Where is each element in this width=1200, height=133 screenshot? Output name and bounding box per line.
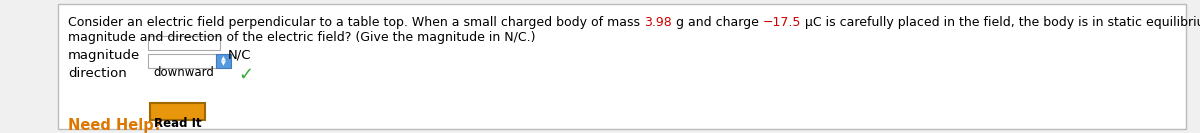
Text: Read It: Read It [154,117,202,130]
Bar [148,36,220,50]
Text: ▲: ▲ [221,56,226,61]
Text: magnitude and direction of the electric field? (Give the magnitude in N/C.): magnitude and direction of the electric … [68,31,535,44]
Text: Need Help?: Need Help? [68,118,162,133]
Text: −17.5: −17.5 [763,16,802,29]
Text: N/C: N/C [228,49,252,62]
Text: Consider an electric field perpendicular to a table top. When a small charged bo: Consider an electric field perpendicular… [68,16,644,29]
Text: g and charge: g and charge [672,16,763,29]
Text: 3.98: 3.98 [644,16,672,29]
Bar [150,103,205,120]
Text: ✓: ✓ [238,66,253,84]
Bar [148,54,216,68]
Text: magnitude: magnitude [68,49,140,62]
Bar [216,54,230,68]
Text: ▼: ▼ [221,61,226,66]
Text: downward: downward [154,66,214,80]
Text: μC is carefully placed in the field, the body is in static equilibrium. What are: μC is carefully placed in the field, the… [802,16,1200,29]
Text: direction: direction [68,67,127,80]
